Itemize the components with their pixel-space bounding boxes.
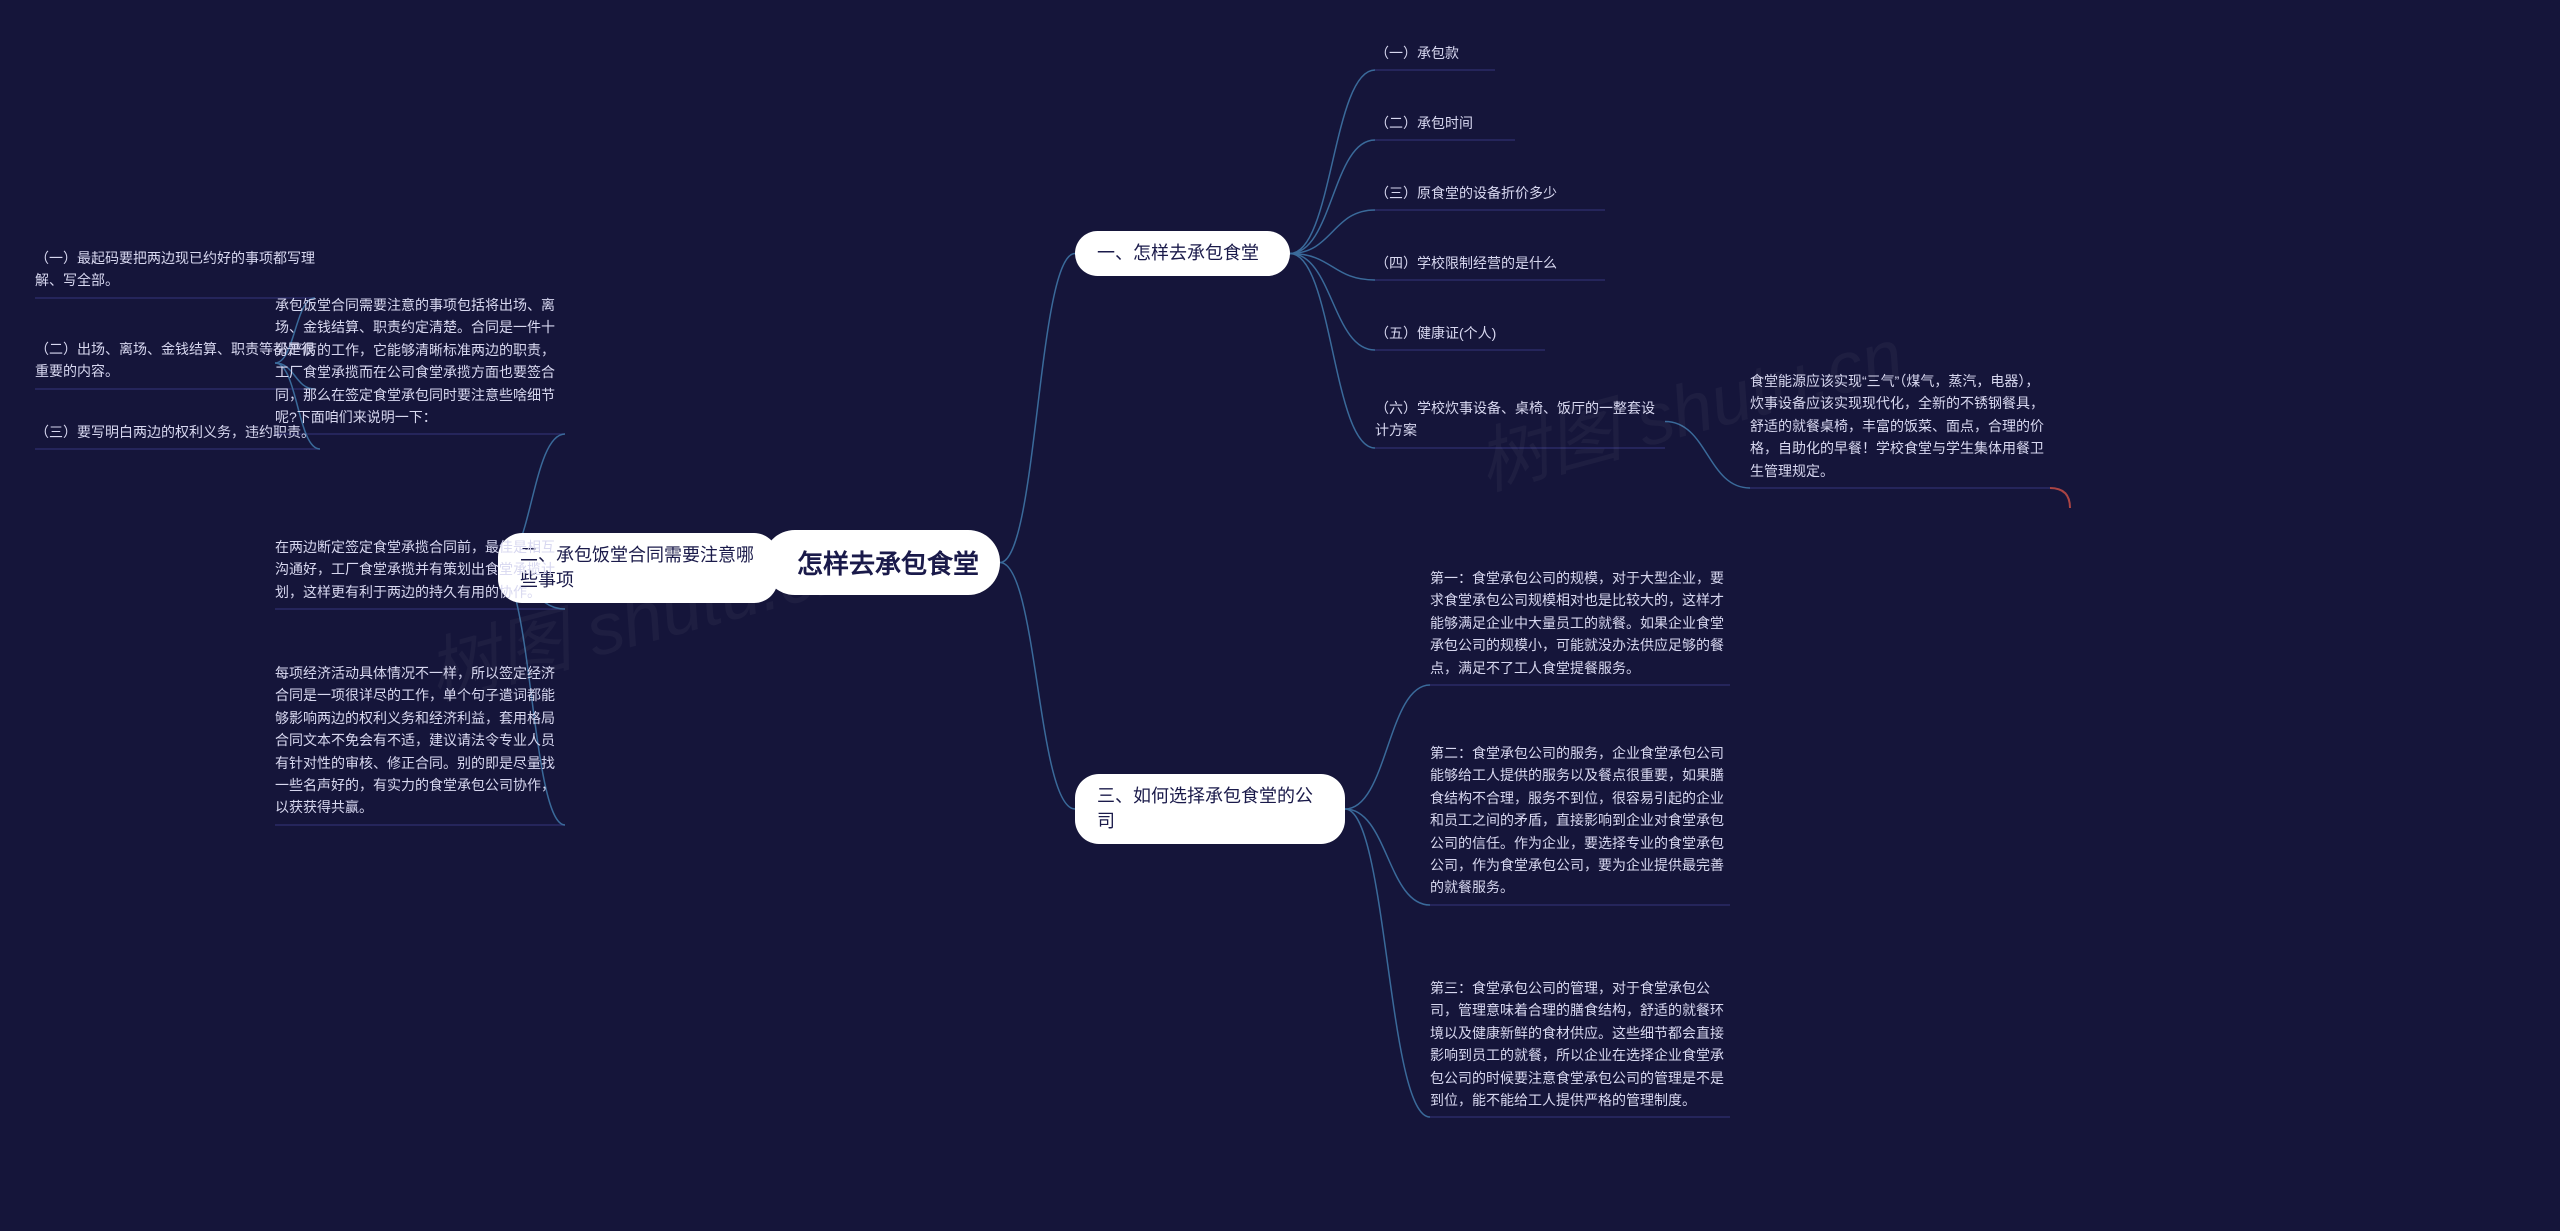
center-node: 怎样去承包食堂 (763, 530, 1000, 595)
leaf-1-6: （六）学校炊事设备、桌椅、饭厅的一整套设计方案 (1375, 395, 1665, 448)
leaf-1-6-1: 食堂能源应该实现“三气”（煤气，蒸汽，电器），炊事设备应该实现现代化，全新的不锈… (1750, 368, 2050, 488)
leaf-1-4: （四）学校限制经营的是什么 (1375, 250, 1605, 280)
leaf-1-3: （三）原食堂的设备折价多少 (1375, 180, 1605, 210)
leaf-1-2: （二）承包时间 (1375, 110, 1515, 140)
leaf-3-2: 第二：食堂承包公司的服务，企业食堂承包公司能够给工人提供的服务以及餐点很重要，如… (1430, 740, 1730, 905)
main-node-1: 一、怎样去承包食堂 (1075, 231, 1290, 276)
leaf-3-1: 第一：食堂承包公司的规模，对于大型企业，要求食堂承包公司规模相对也是比较大的，这… (1430, 565, 1730, 685)
main-node-3: 三、如何选择承包食堂的公司 (1075, 774, 1345, 844)
leaf-3-3: 第三：食堂承包公司的管理，对于食堂承包公司，管理意味着合理的膳食结构，舒适的就餐… (1430, 975, 1730, 1117)
leaf-2-1: 承包饭堂合同需要注意的事项包括将出场、离场、金钱结算、职责约定清楚。合同是一件十… (275, 292, 565, 434)
leaf-1-5: （五）健康证(个人) (1375, 320, 1545, 350)
leaf-2-1-2: （二）出场、离场、金钱结算、职责等都是很重要的内容。 (35, 336, 315, 389)
leaf-2-2: 在两边断定签定食堂承揽合同前，最佳是相互沟通好，工厂食堂承揽并有策划出食堂承揽计… (275, 534, 565, 609)
leaf-2-3: 每项经济活动具体情况不一样，所以签定经济合同是一项很详尽的工作，单个句子遣词都能… (275, 660, 565, 825)
connector-layer (0, 0, 2560, 1231)
leaf-2-1-1: （一）最起码要把两边现已约好的事项都写理解、写全部。 (35, 245, 315, 298)
leaf-1-1: （一）承包款 (1375, 40, 1495, 70)
leaf-2-1-3: （三）要写明白两边的权利义务，违约职责。 (35, 419, 320, 449)
